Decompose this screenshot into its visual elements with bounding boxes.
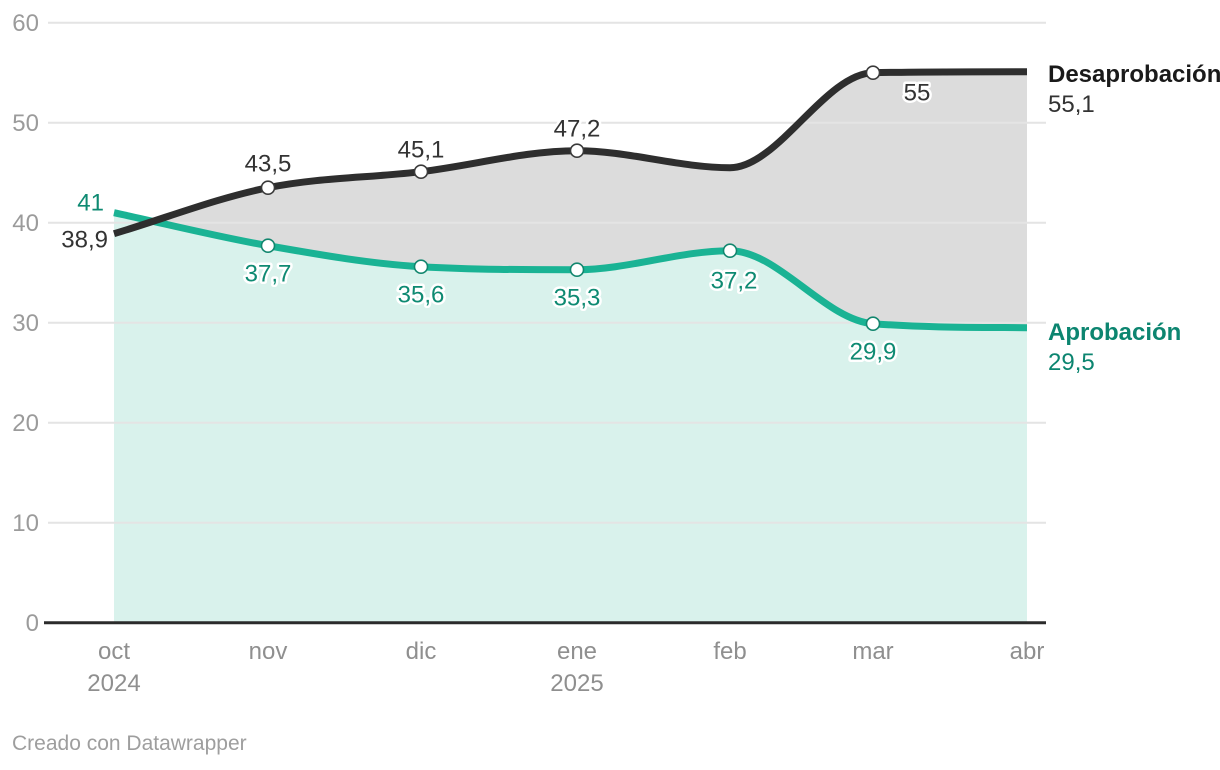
point-marker <box>413 259 429 275</box>
y-tick-label: 30 <box>12 310 39 337</box>
series-name-aprobacion: Aprobación <box>1048 319 1182 346</box>
x-tick-label: abr <box>1010 638 1045 665</box>
x-tick-label: nov <box>249 638 288 665</box>
series-end-value-desaprobacion: 55,1 <box>1048 91 1095 118</box>
y-tick-label: 0 <box>26 610 39 637</box>
point-label: 37,7 <box>245 261 292 288</box>
area-aprobacion <box>114 212 1027 623</box>
series-label-aprobacion: Aprobación 29,5 <box>1048 318 1218 378</box>
x-tick-label: mar <box>852 638 893 665</box>
x-tick-label: oct <box>98 638 130 665</box>
x-tick-label: feb <box>713 638 746 665</box>
point-label: 45,1 <box>398 137 445 164</box>
x-tick-label: ene <box>557 638 597 665</box>
x-tick-year-label: 2024 <box>87 670 140 697</box>
point-label: 41 <box>77 190 104 217</box>
x-tick-label: dic <box>406 638 437 665</box>
point-label: 37,2 <box>711 268 758 295</box>
y-tick-label: 40 <box>12 210 39 237</box>
y-tick-label: 20 <box>12 410 39 437</box>
point-label: 38,9 <box>61 227 108 254</box>
y-tick-label: 10 <box>12 510 39 537</box>
point-label: 47,2 <box>554 116 601 143</box>
point-marker <box>865 65 881 80</box>
series-name-desaprobacion: Desaprobación <box>1048 61 1220 88</box>
point-marker <box>722 243 738 258</box>
series-end-value-aprobacion: 29,5 <box>1048 349 1095 376</box>
y-tick-label: 60 <box>12 10 39 37</box>
point-marker <box>260 180 276 195</box>
series-label-desaprobacion: Desaprobación 55,1 <box>1048 60 1220 120</box>
point-label: 43,5 <box>245 151 292 178</box>
point-marker <box>260 238 276 253</box>
point-marker <box>569 143 585 158</box>
y-tick-label: 50 <box>12 110 39 137</box>
x-tick-year-label: 2025 <box>550 670 603 697</box>
point-marker <box>865 316 881 332</box>
point-marker <box>569 262 585 278</box>
point-label: 55 <box>904 80 931 107</box>
point-label: 35,3 <box>554 285 601 312</box>
point-label: 35,6 <box>398 282 445 309</box>
point-label: 29,9 <box>850 339 897 366</box>
datawrapper-credit-link[interactable]: Creado con Datawrapper <box>12 732 247 755</box>
point-marker <box>413 164 429 179</box>
